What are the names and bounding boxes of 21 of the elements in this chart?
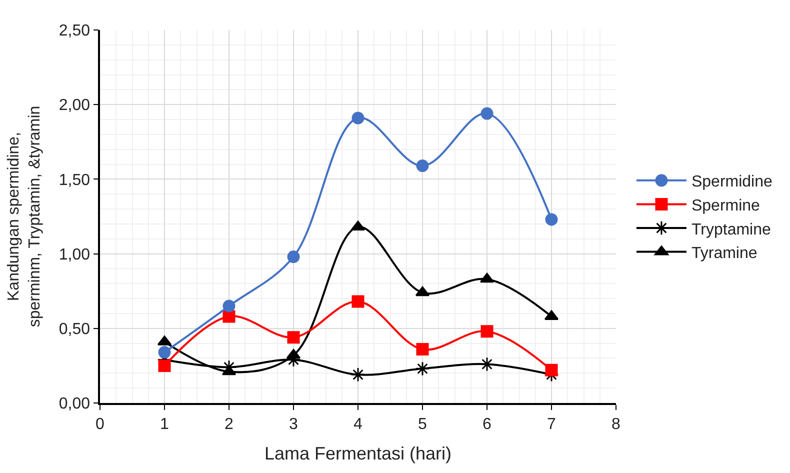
y-tick-label: 1,50 — [58, 172, 90, 189]
y-tick-label: 2,00 — [58, 97, 90, 114]
legend-label: Tyramine — [691, 245, 758, 262]
y-tick-label: 0,00 — [58, 396, 90, 413]
legend-label: Spermine — [691, 197, 760, 214]
x-tick-label: 8 — [612, 416, 621, 433]
x-tick-label: 3 — [289, 416, 298, 433]
x-tick-label: 1 — [160, 416, 170, 433]
x-tick-label: 2 — [224, 416, 234, 433]
y-tick-label: 0,50 — [58, 321, 90, 338]
y-tick-label: 2,50 — [58, 22, 90, 40]
legend-label: Spermidine — [691, 174, 773, 191]
y-axis-title: Kandungan spermidine, sperminm, Tryptamin, &tyramin — [6, 106, 44, 328]
x-tick-label: 7 — [547, 416, 556, 433]
x-tick-label: 6 — [482, 416, 492, 433]
x-axis-title: Lama Fermentasi (hari) — [264, 444, 452, 464]
x-tick-label: 4 — [354, 416, 363, 433]
x-tick-label: 5 — [418, 416, 428, 433]
legend-label: Tryptamine — [691, 221, 772, 238]
x-tick-label: 0 — [96, 416, 105, 433]
y-tick-label: 1,00 — [58, 246, 90, 264]
